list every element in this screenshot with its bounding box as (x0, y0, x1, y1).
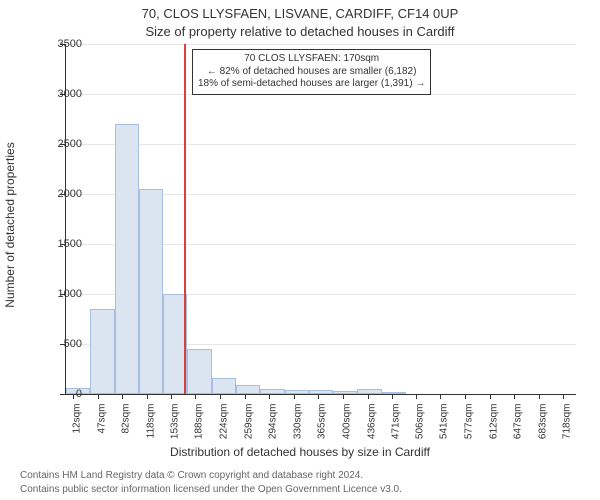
x-tick-mark (514, 394, 515, 399)
x-tick-label: 436sqm (366, 404, 377, 440)
x-tick-mark (98, 394, 99, 399)
footer-attribution-2: Contains public sector information licen… (20, 484, 402, 495)
x-tick-mark (294, 394, 295, 399)
histogram-bar (139, 189, 163, 394)
annotation-box: 70 CLOS LLYSFAEN: 170sqm← 82% of detache… (192, 49, 431, 95)
x-tick-mark (343, 394, 344, 399)
x-tick-label: 612sqm (488, 404, 499, 440)
histogram-bar (260, 389, 284, 395)
x-tick-label: 294sqm (268, 404, 279, 440)
x-tick-label: 153sqm (170, 404, 181, 440)
x-tick-label: 541sqm (439, 404, 450, 440)
x-tick-label: 577sqm (464, 404, 475, 440)
x-tick-label: 82sqm (120, 404, 131, 434)
y-tick-mark (60, 294, 65, 295)
x-tick-mark (392, 394, 393, 399)
x-tick-mark (490, 394, 491, 399)
x-tick-label: 47sqm (96, 404, 107, 434)
chart-title-line1: 70, CLOS LLYSFAEN, LISVANE, CARDIFF, CF1… (0, 6, 600, 21)
y-axis-label: Number of detached properties (3, 142, 17, 307)
histogram-bar (115, 124, 139, 394)
chart-subtitle: Size of property relative to detached ho… (0, 24, 600, 39)
histogram-bar (357, 389, 381, 394)
x-tick-mark (195, 394, 196, 399)
x-tick-mark (539, 394, 540, 399)
y-tick-mark (60, 94, 65, 95)
x-tick-label: 365sqm (317, 404, 328, 440)
y-tick-mark (60, 144, 65, 145)
histogram-bar (309, 390, 333, 394)
y-tick-mark (60, 244, 65, 245)
y-tick-mark (60, 194, 65, 195)
x-tick-mark (416, 394, 417, 399)
x-tick-label: 12sqm (72, 404, 83, 434)
x-tick-label: 683sqm (537, 404, 548, 440)
x-tick-label: 400sqm (341, 404, 352, 440)
histogram-bar (212, 378, 236, 394)
histogram-bar (333, 391, 357, 395)
chart-container: 70, CLOS LLYSFAEN, LISVANE, CARDIFF, CF1… (0, 0, 600, 500)
histogram-bar (382, 392, 406, 394)
footer-attribution-1: Contains HM Land Registry data © Crown c… (20, 470, 363, 481)
x-tick-label: 118sqm (145, 404, 156, 439)
x-tick-mark (122, 394, 123, 399)
x-tick-mark (368, 394, 369, 399)
y-tick-mark (60, 344, 65, 345)
x-tick-mark (269, 394, 270, 399)
x-tick-label: 471sqm (390, 404, 401, 440)
x-tick-mark (171, 394, 172, 399)
x-tick-label: 330sqm (292, 404, 303, 440)
histogram-bar (187, 349, 211, 394)
x-tick-mark (245, 394, 246, 399)
histogram-bar (236, 385, 260, 395)
y-tick-mark (60, 44, 65, 45)
annotation-line3: 18% of semi-detached houses are larger (… (198, 78, 425, 91)
histogram-bar (285, 390, 309, 395)
gridline (66, 144, 576, 145)
annotation-line1: 70 CLOS LLYSFAEN: 170sqm (198, 53, 425, 66)
x-axis-label: Distribution of detached houses by size … (0, 445, 600, 459)
gridline (66, 44, 576, 45)
x-tick-mark (220, 394, 221, 399)
x-tick-label: 647sqm (512, 404, 523, 440)
x-tick-label: 188sqm (194, 404, 205, 440)
x-tick-mark (465, 394, 466, 399)
x-tick-label: 718sqm (562, 404, 573, 440)
x-tick-mark (73, 394, 74, 399)
plot-area: 70 CLOS LLYSFAEN: 170sqm← 82% of detache… (65, 44, 576, 395)
histogram-bar (90, 309, 114, 394)
x-tick-mark (147, 394, 148, 399)
x-tick-mark (563, 394, 564, 399)
x-tick-mark (440, 394, 441, 399)
y-tick-mark (60, 394, 65, 395)
annotation-line2: ← 82% of detached houses are smaller (6,… (198, 66, 425, 79)
x-tick-label: 259sqm (243, 404, 254, 440)
x-tick-mark (318, 394, 319, 399)
x-tick-label: 224sqm (219, 404, 230, 440)
x-tick-label: 506sqm (415, 404, 426, 440)
reference-line (184, 44, 186, 394)
